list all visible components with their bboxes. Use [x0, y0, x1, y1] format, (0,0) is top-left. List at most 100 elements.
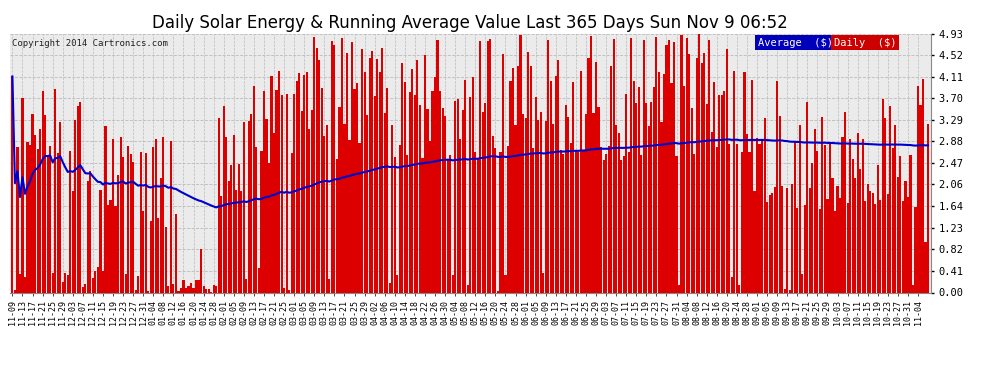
Bar	[283, 288, 285, 292]
Bar	[50, 146, 51, 292]
Bar	[313, 37, 316, 292]
Text: Copyright 2014 Cartronics.com: Copyright 2014 Cartronics.com	[12, 39, 167, 48]
Bar	[745, 134, 748, 292]
Bar	[306, 72, 308, 292]
Bar	[285, 94, 288, 292]
Bar	[741, 152, 743, 292]
Bar	[399, 145, 401, 292]
Bar	[552, 124, 554, 292]
Bar	[79, 102, 81, 292]
Bar	[590, 36, 592, 292]
Bar	[278, 71, 280, 292]
Bar	[781, 186, 783, 292]
Bar	[71, 192, 74, 292]
Bar	[273, 133, 275, 292]
Bar	[391, 125, 393, 292]
Bar	[47, 157, 49, 292]
Bar	[24, 277, 26, 292]
Bar	[557, 60, 559, 292]
Bar	[120, 137, 122, 292]
Bar	[115, 206, 117, 292]
Bar	[585, 114, 587, 292]
Bar	[404, 82, 406, 292]
Bar	[255, 147, 257, 292]
Bar	[652, 87, 655, 292]
Bar	[167, 286, 169, 292]
Bar	[701, 63, 703, 292]
Bar	[791, 184, 793, 292]
Bar	[248, 121, 249, 292]
Bar	[917, 86, 919, 292]
Bar	[170, 141, 172, 292]
Bar	[849, 139, 851, 292]
Bar	[125, 274, 127, 292]
Bar	[869, 191, 871, 292]
Bar	[143, 211, 145, 292]
Bar	[270, 76, 272, 292]
Bar	[685, 38, 688, 292]
Bar	[683, 86, 685, 292]
Bar	[748, 152, 750, 292]
Bar	[892, 148, 894, 292]
Bar	[897, 177, 899, 292]
Bar	[540, 112, 542, 292]
Bar	[844, 112, 846, 292]
Bar	[432, 91, 434, 292]
Bar	[437, 39, 439, 292]
Bar	[711, 132, 713, 292]
Bar	[628, 152, 630, 292]
Bar	[530, 66, 532, 292]
Bar	[796, 208, 798, 292]
Bar	[223, 106, 225, 292]
Bar	[489, 39, 491, 292]
Bar	[922, 79, 924, 292]
Bar	[570, 143, 572, 292]
Bar	[613, 39, 615, 292]
Bar	[832, 178, 834, 292]
Bar	[636, 104, 638, 292]
Bar	[77, 106, 79, 292]
Bar	[887, 194, 889, 292]
Bar	[280, 94, 283, 292]
Bar	[912, 285, 914, 292]
Bar	[819, 209, 821, 292]
Bar	[811, 163, 814, 292]
Bar	[218, 118, 220, 292]
Bar	[110, 200, 112, 292]
Bar	[731, 277, 733, 292]
Bar	[145, 153, 147, 292]
Bar	[326, 126, 328, 292]
Bar	[92, 278, 94, 292]
Bar	[442, 108, 444, 292]
Bar	[74, 120, 76, 292]
Bar	[257, 268, 260, 292]
Bar	[99, 190, 102, 292]
Bar	[213, 285, 215, 292]
Bar	[37, 149, 39, 292]
Bar	[401, 63, 403, 292]
Bar	[301, 111, 303, 292]
Bar	[112, 138, 114, 292]
Bar	[799, 125, 801, 292]
Bar	[44, 116, 47, 292]
Bar	[507, 146, 509, 292]
Bar	[51, 273, 53, 292]
Bar	[187, 286, 189, 292]
Bar	[356, 83, 358, 292]
Bar	[260, 152, 262, 292]
Bar	[827, 200, 829, 292]
Bar	[580, 71, 582, 292]
Bar	[696, 58, 698, 292]
Bar	[549, 81, 551, 292]
Bar	[469, 97, 471, 292]
Bar	[532, 148, 535, 292]
Bar	[459, 139, 461, 292]
Bar	[149, 221, 151, 292]
Bar	[691, 108, 693, 292]
Bar	[784, 289, 786, 292]
Bar	[288, 290, 290, 292]
Bar	[736, 144, 738, 292]
Bar	[477, 158, 479, 292]
Bar	[874, 204, 876, 292]
Bar	[172, 285, 174, 292]
